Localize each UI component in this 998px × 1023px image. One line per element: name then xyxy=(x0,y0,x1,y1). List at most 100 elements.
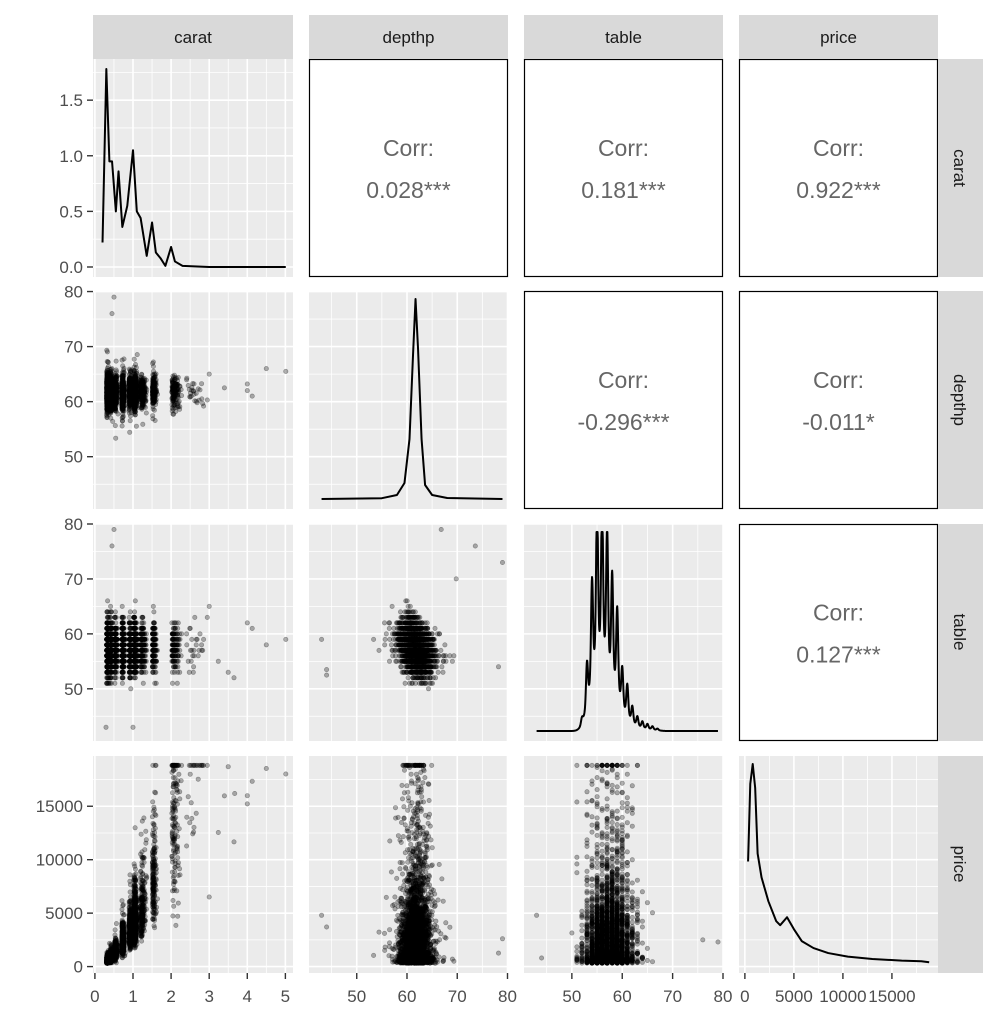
scatter-point xyxy=(191,381,195,385)
scatter-point xyxy=(121,376,125,380)
scatter-point xyxy=(127,404,131,408)
scatter-point xyxy=(115,380,119,384)
scatter-point xyxy=(152,391,156,395)
scatter-point xyxy=(152,384,156,388)
scatter-point xyxy=(127,390,131,394)
scatter-point xyxy=(109,395,113,399)
scatter-point xyxy=(112,295,116,299)
scatter-point xyxy=(128,370,132,374)
panel-carat-price: Corr:0.922*** xyxy=(740,60,938,277)
scatter-point xyxy=(177,407,181,411)
scatter-point xyxy=(132,610,136,614)
scatter-point xyxy=(143,387,147,391)
corr-label: Corr: xyxy=(813,367,864,393)
scatter-point xyxy=(143,399,147,403)
scatter-point xyxy=(207,372,211,376)
scatter-point xyxy=(135,352,139,356)
panel-depthp-depthp xyxy=(309,291,508,509)
corr-value: -0.296*** xyxy=(577,409,669,435)
scatter-point xyxy=(132,383,136,387)
scatter-point xyxy=(122,409,126,413)
scatter-point xyxy=(114,359,118,363)
scatter-point xyxy=(132,409,136,413)
scatter-point xyxy=(144,378,148,382)
panel-depthp-price: Corr:-0.011* xyxy=(740,292,938,509)
scatter-point xyxy=(199,382,203,386)
scatter-point xyxy=(191,389,195,393)
scatter-point xyxy=(150,361,154,365)
panel-depthp-carat xyxy=(93,291,293,509)
scatter-point xyxy=(175,390,179,394)
scatter-point xyxy=(151,373,155,377)
scatter-point xyxy=(133,373,137,377)
scatter-point xyxy=(105,350,109,354)
scatter-point xyxy=(151,398,155,402)
scatter-point xyxy=(121,368,125,372)
scatter-point xyxy=(133,389,137,393)
corr-panel xyxy=(740,60,938,277)
scatter-point xyxy=(105,402,109,406)
scatter-point xyxy=(120,398,124,402)
scatter-point xyxy=(170,391,174,395)
scatter-point xyxy=(195,401,199,405)
scatter-point xyxy=(127,379,131,383)
scatter-point xyxy=(284,369,288,373)
panel-background xyxy=(93,59,293,277)
scatter-point xyxy=(250,394,254,398)
scatter-point xyxy=(108,604,112,608)
scatter-point xyxy=(114,385,118,389)
scatter-point xyxy=(144,411,148,415)
scatter-point xyxy=(151,414,155,418)
scatter-point xyxy=(128,430,132,434)
scatter-point xyxy=(172,378,176,382)
scatter-point xyxy=(245,388,249,392)
scatter-point xyxy=(127,396,131,400)
scatter-point xyxy=(171,385,175,389)
scatter-point xyxy=(132,357,136,361)
scatter-point xyxy=(175,401,179,405)
panels: Corr:0.028***Corr:0.181***Corr:0.922***C… xyxy=(93,59,938,973)
corr-panel xyxy=(310,60,508,277)
scatter-point xyxy=(128,610,132,614)
scatter-point xyxy=(120,358,124,362)
scatter-point xyxy=(140,383,144,387)
panel-table-carat xyxy=(93,524,293,741)
corr-value: 0.181*** xyxy=(581,177,665,203)
panel-carat-depthp: Corr:0.028*** xyxy=(310,60,508,277)
scatter-point xyxy=(222,386,226,390)
corr-label: Corr: xyxy=(598,135,649,161)
scatter-point xyxy=(114,374,118,378)
scatter-point xyxy=(185,643,189,647)
scatter-point xyxy=(178,384,182,388)
corr-label: Corr: xyxy=(598,367,649,393)
scatter-point xyxy=(120,388,124,392)
scatter-point xyxy=(264,366,268,370)
panel-carat-carat xyxy=(93,59,293,277)
scatter-point xyxy=(113,423,117,427)
scatter-point xyxy=(120,604,124,608)
scatter-point xyxy=(116,412,120,416)
scatter-point xyxy=(196,387,200,391)
scatter-point xyxy=(198,632,202,636)
scatter-point xyxy=(109,374,113,378)
scatter-point xyxy=(184,378,188,382)
scatter-point xyxy=(105,370,109,374)
corr-panel xyxy=(525,60,723,277)
scatter-point xyxy=(141,422,145,426)
corr-panel xyxy=(525,292,723,509)
scatter-point xyxy=(134,424,138,428)
scatter-point xyxy=(120,419,124,423)
scatter-point xyxy=(132,395,136,399)
scatter-point xyxy=(133,362,137,366)
scatter-point xyxy=(170,409,174,413)
corr-value: 0.922*** xyxy=(796,177,880,203)
scatter-point xyxy=(121,382,125,386)
panel-carat-table: Corr: 0.181*** xyxy=(525,60,723,277)
scatter-point xyxy=(129,687,133,691)
scatter-point xyxy=(189,394,193,398)
scatter-point xyxy=(184,632,188,636)
scatter-point xyxy=(141,681,145,685)
scatter-point xyxy=(113,402,117,406)
scatter-point xyxy=(201,404,205,408)
